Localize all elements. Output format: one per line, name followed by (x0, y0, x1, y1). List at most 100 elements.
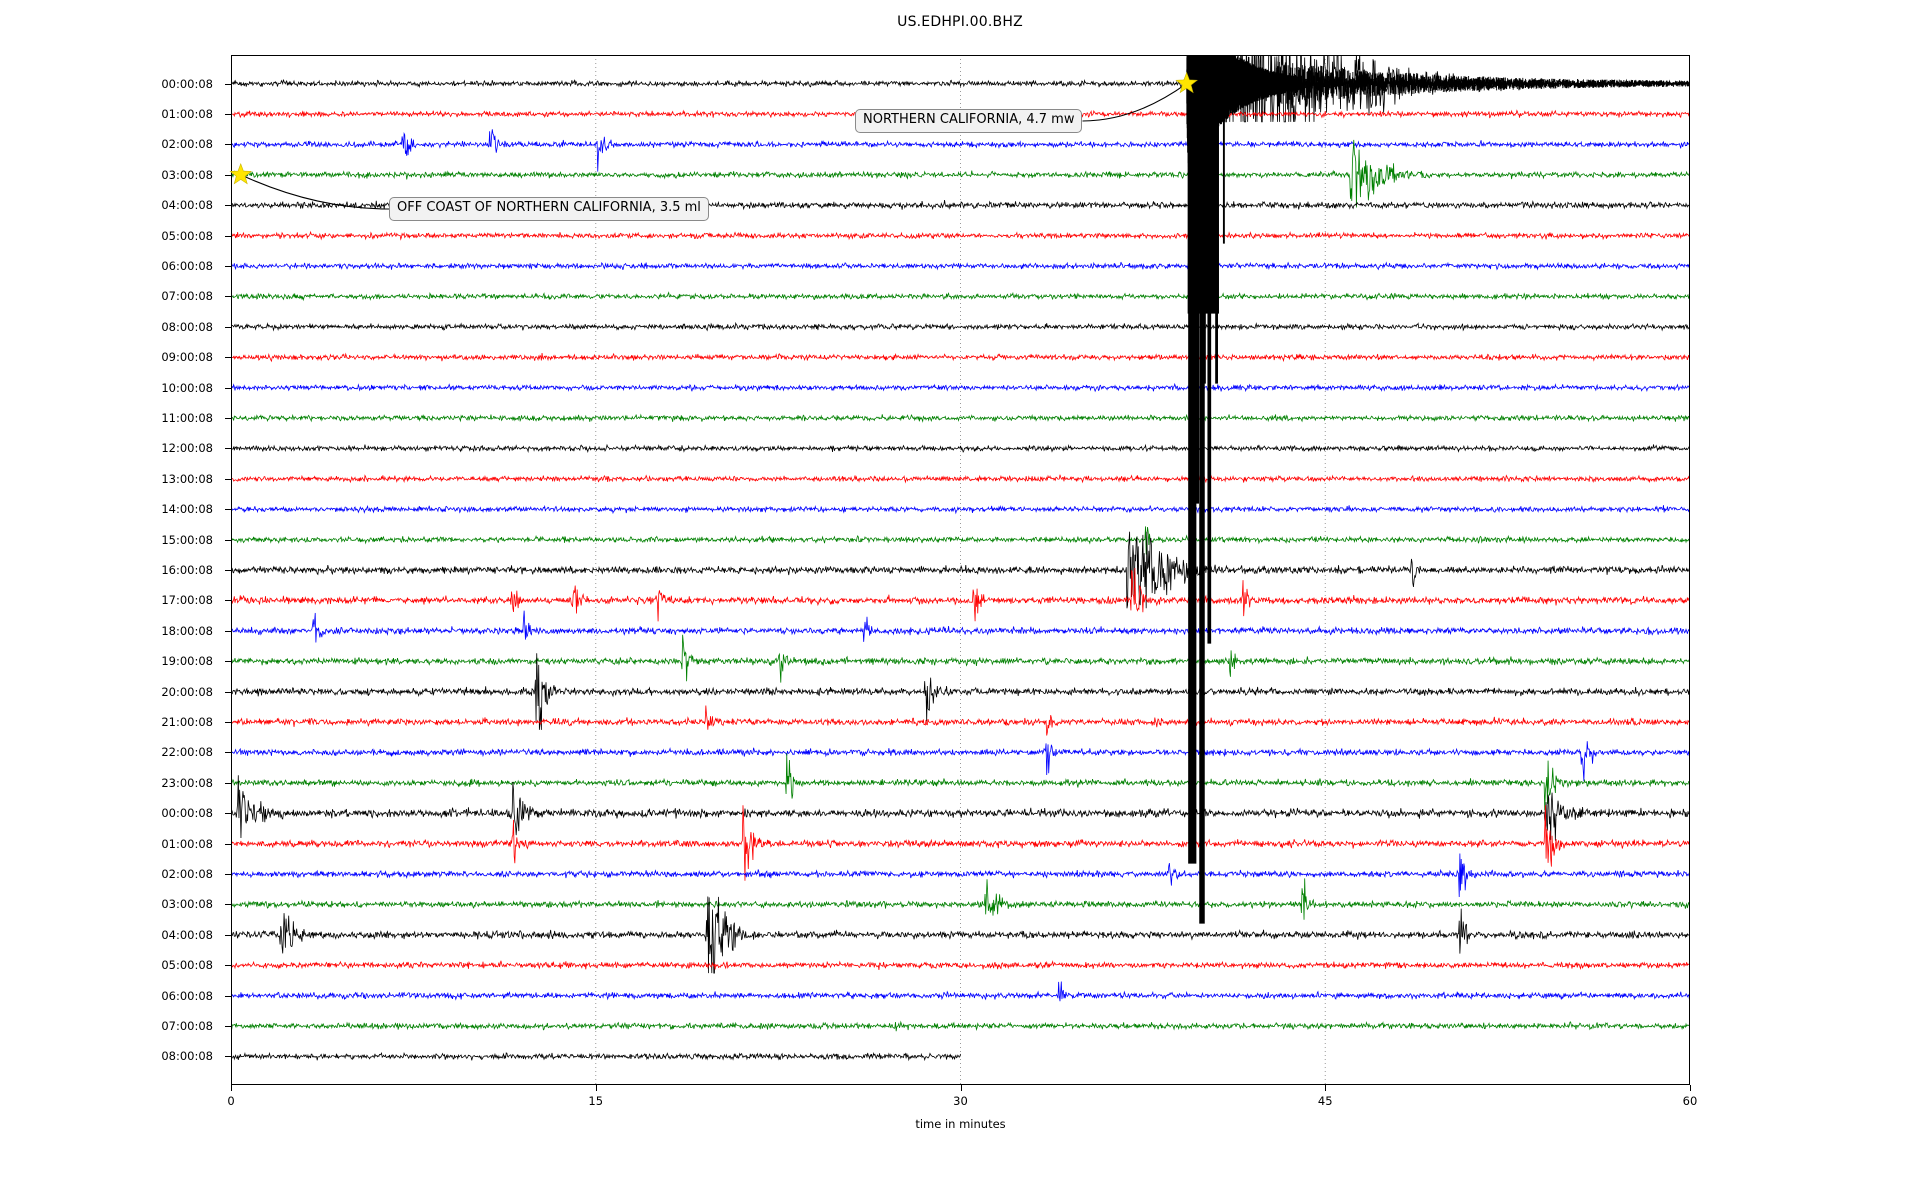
x-axis-tick (231, 1085, 232, 1091)
y-axis-tick-label: 11:00:08 (161, 411, 213, 425)
y-axis-tick (225, 813, 232, 815)
y-axis-tick (225, 478, 232, 480)
y-axis-tick-label: 00:00:08 (161, 806, 213, 821)
trace-line (231, 1020, 1690, 1032)
y-axis-tick (225, 205, 232, 207)
event-annotation-label[interactable]: NORTHERN CALIFORNIA, 4.7 mw (855, 109, 1083, 133)
trace-line (231, 139, 1690, 208)
y-axis-tick (225, 266, 232, 267)
x-axis-tick-label: 0 (227, 1094, 235, 1108)
trace-line (231, 653, 1690, 730)
y-axis-tick-label: 03:00:08 (161, 897, 213, 912)
y-axis-tick (225, 752, 232, 754)
trace-line (231, 474, 1690, 484)
y-axis-tick (225, 843, 232, 845)
trace-line (231, 526, 1690, 555)
x-axis-tick (960, 1085, 962, 1091)
y-axis-tick (225, 782, 232, 784)
y-axis-tick-label: 13:00:08 (161, 471, 213, 486)
y-axis-tick (225, 600, 232, 602)
y-axis-tick-label: 01:00:08 (161, 107, 213, 121)
y-axis-tick-label: 14:00:08 (161, 502, 213, 517)
y-axis-tick-label: 09:00:08 (161, 350, 213, 365)
y-axis-tick (225, 387, 232, 389)
y-axis-tick (225, 873, 232, 875)
y-axis-tick (225, 965, 232, 967)
event-annotation-label[interactable]: OFF COAST OF NORTHERN CALIFORNIA, 3.5 ml (389, 197, 709, 221)
y-axis-tick-label: 06:00:08 (161, 988, 213, 1003)
trace-line (231, 567, 1690, 622)
y-axis-tick (225, 539, 232, 541)
trace-line (231, 413, 1690, 423)
y-axis-tick-label: 07:00:08 (161, 289, 213, 304)
y-axis-tick (225, 174, 232, 176)
y-axis-tick-label: 01:00:08 (161, 836, 213, 851)
trace-line (231, 129, 1690, 172)
y-axis-tick (225, 326, 232, 328)
x-axis-tick (595, 1085, 597, 1091)
y-axis-tick-label: 15:00:08 (161, 532, 213, 547)
y-axis-tick-label: 03:00:08 (161, 167, 213, 182)
y-axis-tick (225, 357, 232, 359)
x-axis-tick (1690, 1085, 1691, 1091)
y-axis-tick-label: 08:00:08 (161, 1049, 213, 1064)
trace-line (231, 878, 1690, 920)
y-axis-tick-label: 05:00:08 (161, 958, 213, 973)
trace-line (231, 853, 1690, 898)
y-axis-tick (225, 995, 232, 997)
x-axis-tick-label: 15 (588, 1094, 604, 1108)
y-axis-tick-label: 21:00:08 (161, 714, 213, 729)
y-axis-tick-label: 17:00:08 (161, 593, 213, 608)
y-axis-tick (225, 661, 232, 663)
y-axis-tick-label: 20:00:08 (161, 684, 213, 699)
y-axis-tick-label: 07:00:08 (161, 1018, 213, 1033)
trace-line (231, 230, 1690, 241)
y-axis-tick-label: 04:00:08 (161, 927, 213, 942)
trace-line (231, 610, 1690, 643)
trace-line (231, 321, 1690, 332)
x-axis-tick (1325, 1085, 1327, 1091)
trace-line (231, 382, 1690, 393)
x-axis-tick-label: 60 (1682, 1094, 1698, 1108)
trace-line (231, 1051, 961, 1062)
y-axis-tick-label: 08:00:08 (161, 319, 213, 334)
mainshock-coda (1276, 61, 1690, 107)
y-axis-tick (225, 1056, 232, 1058)
x-axis-tick-label: 45 (1317, 1094, 1333, 1108)
y-axis-tick (225, 296, 232, 298)
y-axis-tick-label: 06:00:08 (161, 259, 213, 273)
y-axis-tick-label: 18:00:08 (161, 623, 213, 638)
y-axis-tick (225, 630, 232, 632)
y-axis-tick-label: 02:00:08 (161, 866, 213, 881)
y-axis-tick (225, 114, 232, 115)
y-axis-tick-label: 12:00:08 (161, 441, 213, 456)
y-axis-tick-label: 19:00:08 (161, 654, 213, 669)
trace-line (231, 634, 1690, 683)
mainshock-saturated-block (1187, 55, 1219, 314)
y-axis-labels: 00:00:08 01:00:08 02:00:08 03:00:08 04:00:08… (0, 55, 232, 1085)
trace-line (231, 261, 1690, 271)
y-axis-tick (225, 1025, 232, 1027)
y-axis-tick (225, 448, 232, 450)
trace-line (231, 55, 1690, 123)
y-axis-tick (225, 691, 232, 693)
x-axis-tick-label: 30 (953, 1094, 968, 1108)
y-axis-tick-label: 22:00:08 (161, 745, 213, 760)
trace-line (231, 352, 1690, 363)
y-axis-tick-label: 02:00:08 (161, 137, 213, 152)
trace-line (231, 805, 1690, 881)
trace-line (231, 531, 1690, 609)
trace-line (231, 443, 1690, 454)
trace-line (231, 960, 1690, 971)
trace-line (231, 291, 1690, 302)
y-axis-tick (225, 509, 232, 511)
trace-line (231, 753, 1690, 811)
y-axis-tick-label: 00:00:08 (161, 76, 213, 91)
trace-line (231, 981, 1690, 1002)
trace-line (231, 705, 1690, 736)
page-title: US.EDHPI.00.BHZ (897, 14, 1023, 30)
y-axis-tick (225, 144, 232, 146)
y-axis-tick-label: 10:00:08 (161, 380, 213, 395)
y-axis-tick (225, 235, 232, 237)
